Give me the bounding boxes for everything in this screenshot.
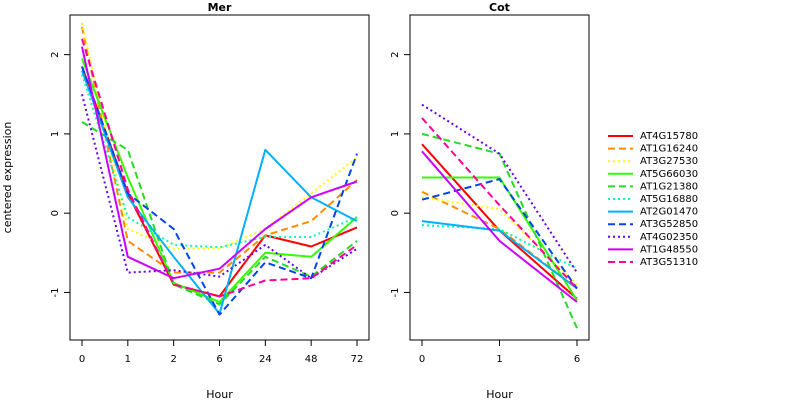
x-tick-label: 1 — [496, 354, 502, 365]
series-line — [421, 190, 578, 290]
y-tick-label: 2 — [50, 51, 61, 57]
y-tick-label: 1 — [390, 131, 401, 137]
legend-entry: AT4G15780 — [640, 131, 698, 142]
legend-entry: AT3G27530 — [640, 156, 698, 167]
series-line — [421, 178, 578, 290]
panel-title: Cot — [489, 1, 510, 14]
x-tick-label: 2 — [170, 354, 176, 365]
y-tick-label: -1 — [50, 287, 61, 297]
series-line — [421, 150, 578, 303]
x-tick-label: 72 — [351, 354, 364, 365]
y-tick-label: 2 — [390, 51, 401, 57]
legend-entry: AT3G52850 — [640, 219, 698, 230]
y-tick-label: 0 — [50, 210, 61, 216]
series-line — [421, 103, 578, 274]
series-line — [81, 38, 358, 298]
series-line — [422, 176, 578, 301]
x-tick-label: 0 — [419, 354, 425, 365]
series-line — [81, 121, 358, 306]
series-line — [81, 26, 358, 274]
legend-entry: AT1G21380 — [640, 181, 698, 192]
series-line — [81, 46, 358, 280]
x-tick-label: 0 — [79, 354, 85, 365]
legend-entry: AT1G16240 — [640, 144, 698, 155]
panel-title: Mer — [208, 1, 232, 14]
legend-entry: AT1G48550 — [640, 244, 698, 255]
y-axis-label: centered expression — [1, 122, 14, 234]
y-tick-label: 0 — [390, 210, 401, 216]
legend-entry: AT3G51310 — [640, 257, 698, 268]
x-tick-label: 48 — [305, 354, 318, 365]
series-line — [81, 94, 358, 280]
legend-entry: AT5G16880 — [640, 194, 698, 205]
x-tick-label: 1 — [125, 354, 131, 365]
x-axis-label: Hour — [486, 388, 513, 400]
legend-entry: AT4G02350 — [640, 232, 698, 243]
legend-entry: AT5G66030 — [640, 169, 698, 180]
x-tick-label: 6 — [216, 354, 222, 365]
series-line — [81, 66, 358, 316]
series-line — [81, 58, 358, 303]
y-tick-label: -1 — [390, 287, 401, 297]
x-tick-label: 6 — [574, 354, 580, 365]
series-line — [81, 22, 358, 250]
series-line — [421, 117, 578, 290]
series-line — [421, 220, 578, 290]
y-tick-label: 1 — [50, 131, 61, 137]
series-line — [421, 224, 578, 270]
x-tick-label: 24 — [259, 354, 272, 365]
legend-entry: AT2G01470 — [640, 207, 698, 218]
x-axis-label: Hour — [206, 388, 233, 400]
